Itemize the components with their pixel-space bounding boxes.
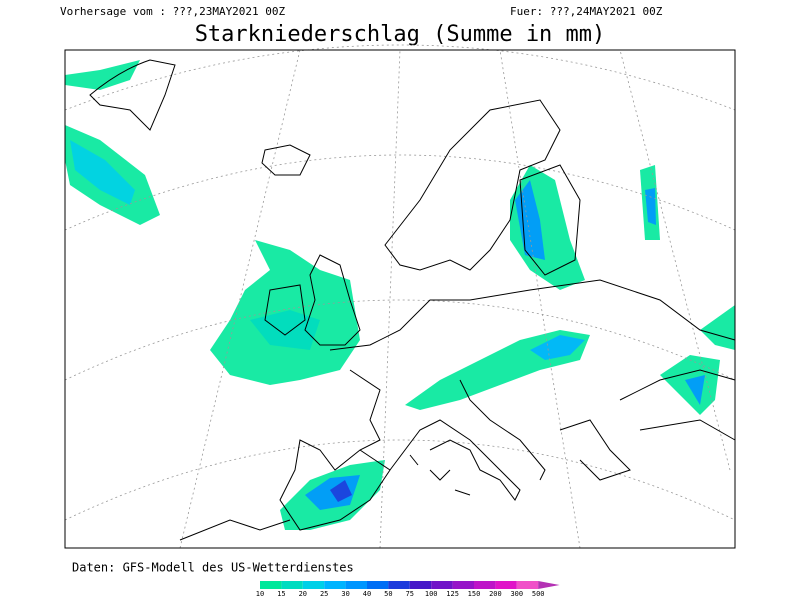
colorbar-arrow	[538, 581, 560, 589]
map	[64, 44, 736, 549]
map-frame	[64, 49, 736, 549]
colorbar-label: 50	[384, 590, 392, 598]
colorbar-label: 300	[510, 590, 523, 598]
coastlines	[89, 59, 736, 541]
colorbar-label: 40	[363, 590, 371, 598]
colorbar-swatch	[281, 581, 303, 589]
colorbar-swatch	[495, 581, 517, 589]
map-background	[65, 50, 735, 548]
colorbar-label: 20	[299, 590, 307, 598]
colorbar: 10 15 20 25 30 40 50 75 100 125 150 200 300 500	[256, 581, 560, 598]
colorbar-swatch	[474, 581, 496, 589]
precipitation-area	[515, 180, 545, 260]
precipitation-area	[530, 335, 585, 360]
colorbar-label: 15	[277, 590, 285, 598]
colorbar-label: 150	[468, 590, 481, 598]
colorbar-label: 75	[406, 590, 414, 598]
colorbar-swatch	[431, 581, 453, 589]
colorbar-swatch	[388, 581, 410, 589]
colorbar-label: 25	[320, 590, 328, 598]
colorbar-label: 200	[489, 590, 502, 598]
colorbar-swatch	[516, 581, 539, 589]
colorbar-label: 100	[425, 590, 438, 598]
map-title: Starkniederschlag (Summe in mm)	[195, 22, 606, 47]
colorbar-swatch	[260, 581, 282, 589]
colorbar-swatch	[345, 581, 367, 589]
precipitation-area	[330, 480, 352, 502]
precipitation	[65, 60, 735, 530]
colorbar-label: 125	[446, 590, 459, 598]
precipitation-area	[685, 375, 705, 405]
forecast-date: Vorhersage vom : ???,23MAY2021 00Z	[60, 5, 286, 18]
colorbar-label: 500	[532, 590, 545, 598]
colorbar-label: 10	[256, 590, 264, 598]
precipitation-area	[65, 60, 140, 90]
precipitation-area	[700, 305, 735, 350]
colorbar-swatch	[409, 581, 432, 589]
colorbar-swatch	[452, 581, 474, 589]
colorbar-swatch	[302, 581, 325, 589]
graticule	[64, 44, 736, 549]
precipitation-area	[70, 140, 135, 205]
precipitation-area	[645, 188, 656, 225]
colorbar-swatch	[324, 581, 346, 589]
colorbar-swatch	[367, 581, 389, 589]
colorbar-label: 30	[341, 590, 349, 598]
data-source: Daten: GFS-Modell des US-Wetterdienstes	[72, 561, 354, 575]
valid-date: Fuer: ???,24MAY2021 00Z	[510, 5, 663, 18]
precipitation-area	[250, 310, 320, 350]
